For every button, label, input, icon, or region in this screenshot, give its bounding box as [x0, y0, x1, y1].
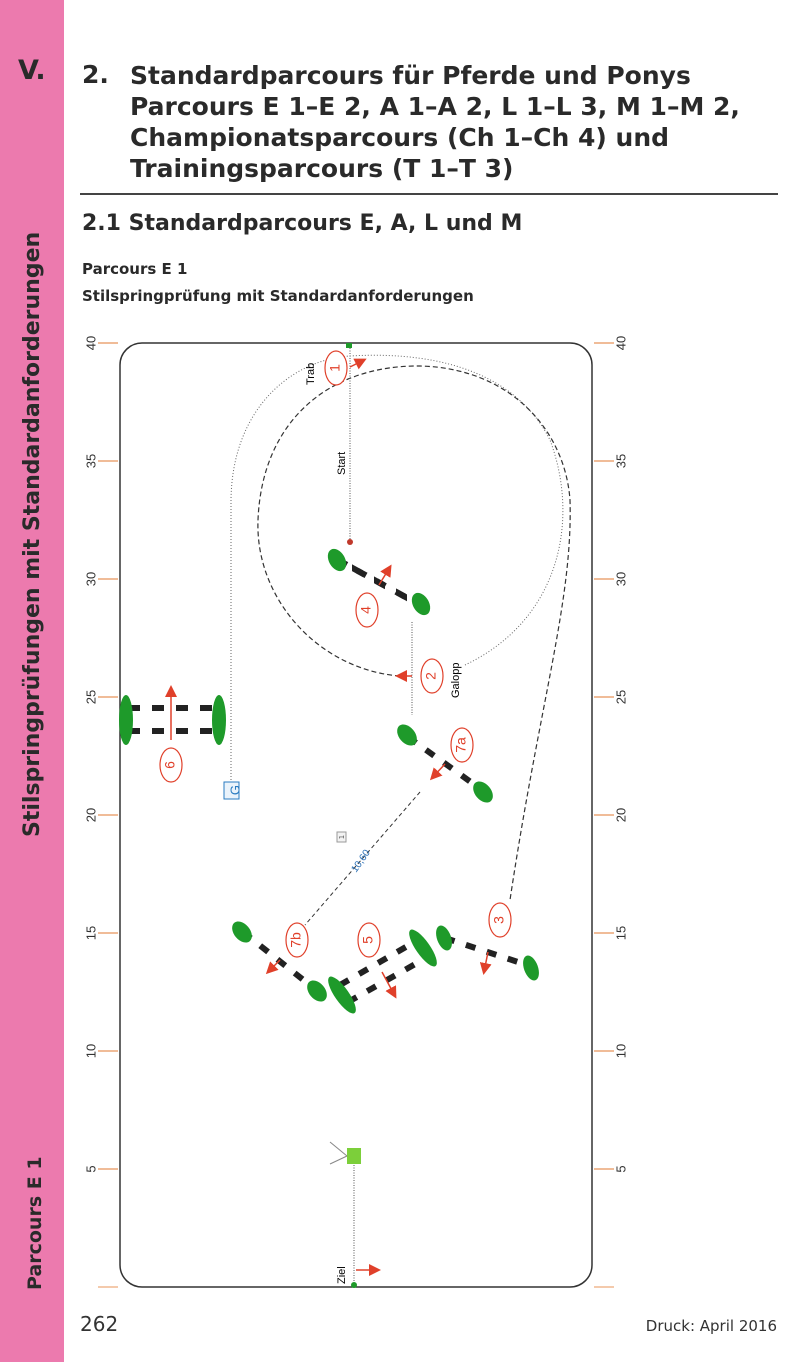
route-dashed: [257, 365, 571, 901]
svg-text:5: 5: [360, 936, 376, 944]
route-dotted: [230, 354, 564, 780]
subheading: 2.1 Standardparcours E, A, L und M: [82, 211, 523, 236]
right-scale-label: 35: [613, 454, 628, 468]
ziel-label: Ziel: [336, 1266, 348, 1284]
parcours-subtitle: Stilspringprüfung mit Standardanforderun…: [82, 287, 474, 305]
distance-marker-box: [336, 831, 347, 843]
page-number: 262: [80, 1312, 119, 1336]
jump-label-3: 3: [488, 902, 512, 938]
right-scale-label: 5: [613, 1165, 628, 1172]
left-scale-label: 35: [83, 454, 98, 468]
svg-text:6: 6: [162, 761, 178, 769]
galopp-label: Galopp: [450, 663, 462, 698]
jump-label-2: 2: [420, 658, 444, 694]
jump-7b: [232, 921, 327, 1002]
right-scale-label: 20: [613, 808, 628, 822]
jump-5: [328, 929, 437, 1014]
chapter-sidebar: [0, 0, 64, 1362]
left-scale-label: 15: [83, 926, 98, 940]
jump-3: [436, 925, 539, 981]
gate-label: G: [227, 785, 242, 795]
left-scale-label: 30: [83, 572, 98, 586]
left-scale-label: 25: [83, 690, 98, 704]
svg-text:2: 2: [423, 672, 439, 680]
start-label: Start: [336, 452, 348, 475]
jump-6: [119, 685, 226, 745]
right-scale-label: 10: [613, 1044, 628, 1058]
arena-outline: [119, 342, 593, 1288]
print-date: Druck: April 2016: [645, 1317, 777, 1335]
svg-text:7b: 7b: [288, 932, 304, 948]
jump-label-5: 5: [357, 922, 381, 958]
left-scale-label: 5: [83, 1165, 98, 1172]
chapter-number: V.: [18, 55, 46, 86]
section-number: 2.: [82, 60, 109, 89]
left-scale-label: 10: [83, 1044, 98, 1058]
jump-4: [327, 548, 431, 616]
left-scale-label: 20: [83, 808, 98, 822]
trab-label: Trab: [305, 363, 317, 385]
svg-text:3: 3: [491, 916, 507, 924]
right-scale-label: 30: [613, 572, 628, 586]
page-title: Standardparcours für Pferde und Ponys Pa…: [130, 61, 740, 183]
svg-text:4: 4: [358, 606, 374, 614]
jump-label-4: 4: [355, 592, 379, 628]
start-point: [347, 539, 353, 545]
jump-label-6: 6: [159, 747, 183, 783]
jump-7a: [397, 724, 493, 803]
jump-label-7a: 7a: [450, 727, 474, 763]
right-scale-label: 15: [613, 926, 628, 940]
parcours-title: Parcours E 1: [82, 260, 188, 278]
gate-box: [223, 781, 240, 800]
distance-line: [304, 791, 421, 926]
title-divider: [80, 193, 778, 195]
svg-text:7a: 7a: [453, 737, 469, 753]
plant-icon: [329, 1141, 361, 1165]
jump-label-7b: 7b: [285, 922, 309, 958]
jump-label-1: 1: [324, 350, 348, 386]
jump-1-marker: [346, 343, 367, 370]
finish-marker: [351, 1282, 357, 1288]
right-scale-label: 25: [613, 690, 628, 704]
svg-text:1: 1: [327, 364, 343, 372]
distance-label: 10,60: [349, 848, 373, 875]
right-scale-label: 40: [613, 336, 628, 350]
left-scale-label: 40: [83, 336, 98, 350]
distance-marker: 1: [338, 835, 346, 839]
